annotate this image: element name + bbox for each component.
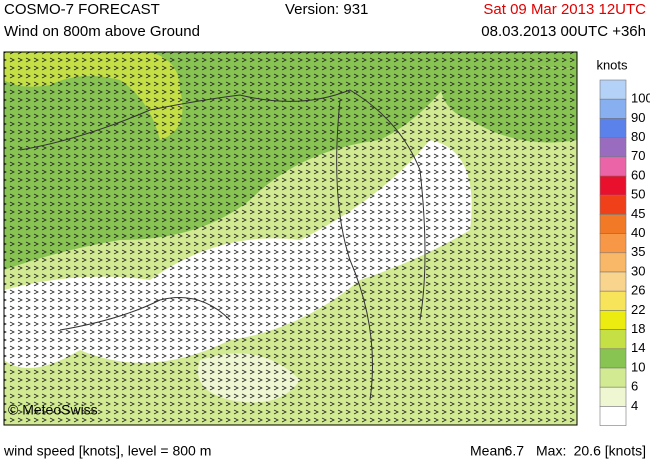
map: © MeteoSwiss: [3, 51, 578, 426]
max-value: 20.6 [knots]: [574, 443, 646, 459]
max-label: Max:: [536, 443, 566, 459]
legend-label: 6: [631, 379, 638, 394]
legend-label: 60: [631, 167, 645, 182]
title: COSMO-7 FORECAST: [4, 1, 160, 18]
legend-label: 26: [631, 283, 645, 298]
version: Version: 931: [285, 1, 368, 18]
mean-label: Mean:: [470, 443, 509, 459]
legend-swatch: [599, 290, 627, 311]
legend-label: 10: [631, 359, 645, 374]
wind-arrows: [4, 52, 577, 425]
credit: © MeteoSwiss: [8, 402, 98, 418]
legend-swatch: [599, 118, 627, 138]
legend-swatch: [599, 156, 627, 177]
legend-label: 35: [631, 244, 645, 259]
footer-description: wind speed [knots], level = 800 m: [3, 443, 211, 459]
legend-swatch: [599, 348, 627, 369]
legend-swatch: [599, 137, 627, 158]
legend-swatch: [599, 329, 627, 350]
legend-swatch: [599, 233, 627, 254]
legend-swatch: [599, 252, 627, 273]
legend-label: 30: [631, 263, 645, 278]
legend-label: 100: [631, 91, 650, 106]
borders: [19, 89, 426, 401]
map-frame: [3, 51, 578, 426]
legend-label: 40: [631, 225, 645, 240]
run-time: 08.03.2013 00UTC +36h: [481, 23, 646, 40]
legend-swatch: [599, 367, 627, 388]
legend-label: 14: [631, 340, 645, 355]
legend-swatch: [599, 271, 627, 292]
legend-swatch: [599, 79, 627, 100]
subtitle: Wind on 800m above Ground: [4, 23, 200, 40]
legend-swatch: [599, 98, 627, 119]
legend-swatch: [599, 175, 627, 196]
legend: knots 100 90 80 70 60 50 45 40 35 30 26 22 18 14 10 6 4: [596, 57, 650, 426]
legend-label: 18: [631, 321, 645, 336]
legend-label: 90: [631, 110, 645, 125]
legend-label: 4: [631, 398, 638, 413]
legend-swatch: [599, 386, 627, 407]
legend-swatch: [599, 310, 627, 330]
legend-label: 80: [631, 129, 645, 144]
mean-value: 6.7: [505, 443, 525, 459]
legend-swatch-below: [599, 406, 627, 426]
legend-label: 22: [631, 302, 645, 317]
legend-swatch: [599, 194, 627, 215]
legend-swatch: [599, 214, 627, 234]
legend-label: 50: [631, 187, 645, 202]
legend-unit: knots: [596, 57, 628, 72]
legend-label: 45: [631, 206, 645, 221]
valid-time: Sat 09 Mar 2013 12UTC: [483, 1, 646, 18]
legend-label: 70: [631, 148, 645, 163]
